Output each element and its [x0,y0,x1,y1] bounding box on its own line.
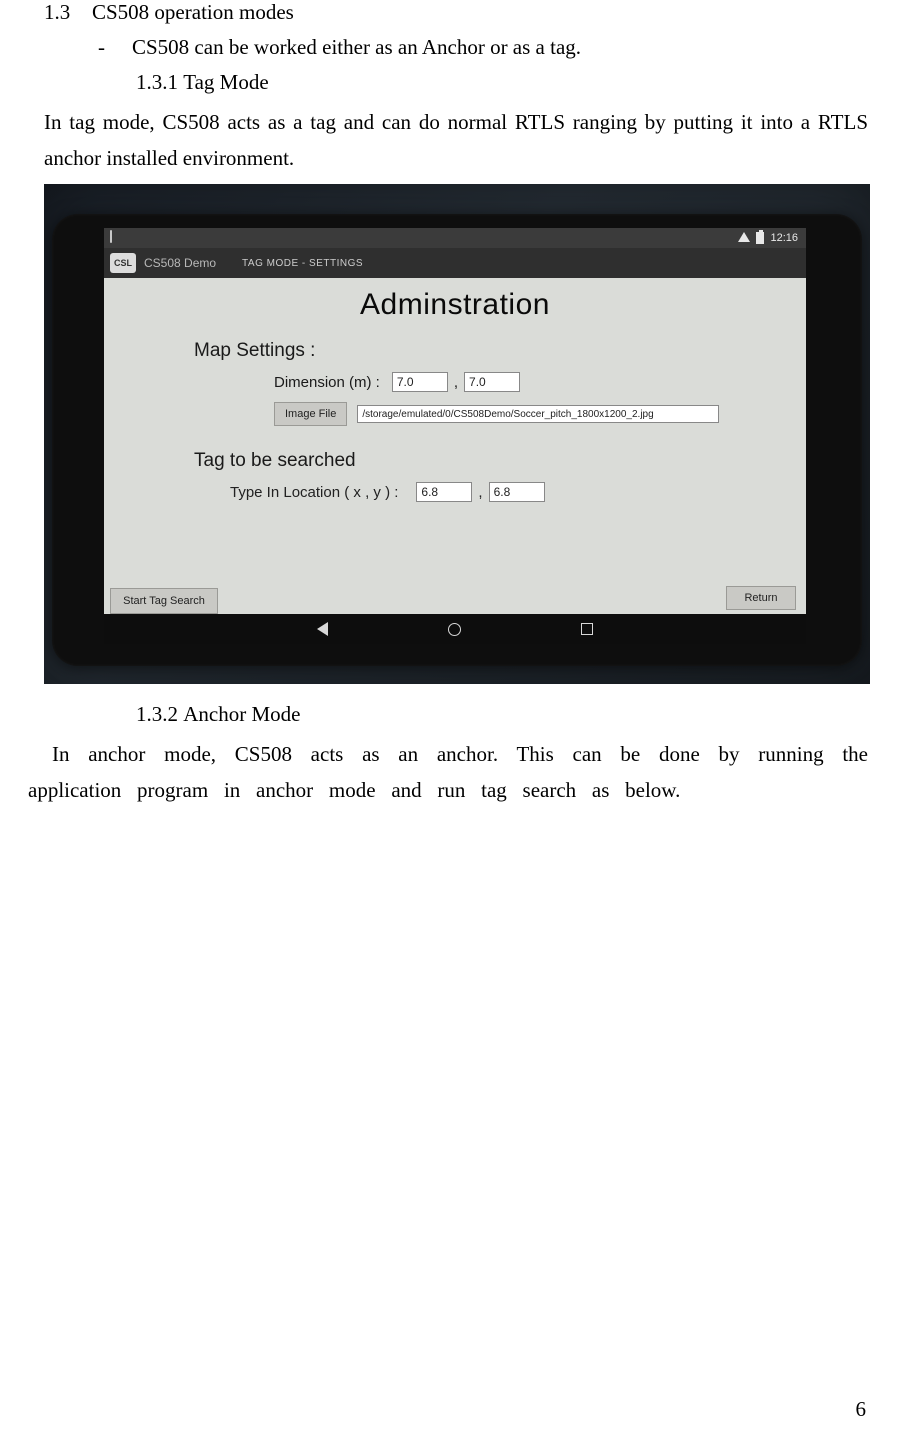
nav-home-icon[interactable] [448,623,461,636]
app-title: CS508 Demo [144,256,216,270]
nav-recent-icon[interactable] [581,623,593,635]
tag-mode-paragraph: In tag mode, CS508 acts as a tag and can… [44,105,868,176]
subsection-2-title: Anchor Mode [183,702,300,726]
android-status-bar: 12:16 [104,228,806,248]
dimension-row: Dimension (m) : 7.0 , 7.0 [104,372,806,392]
status-left-icons [110,231,112,242]
page-number: 6 [856,1397,867,1422]
battery-icon [756,232,764,244]
dimension-comma: , [454,374,458,391]
location-label: Type In Location ( x , y ) : [230,484,398,501]
wifi-icon [738,232,750,242]
tablet-photo: 12:16 CSL CS508 Demo TAG MODE - SETTINGS… [44,184,870,684]
dimension-label: Dimension (m) : [274,374,380,391]
location-x-input[interactable]: 6.8 [416,482,472,502]
location-comma: , [478,484,482,501]
image-file-row: Image File /storage/emulated/0/CS508Demo… [274,402,806,426]
subsection-1-heading: 1.3.1 Tag Mode [136,70,870,95]
subsection-2-heading: 1.3.2 Anchor Mode [136,702,870,727]
app-mode-label: TAG MODE - SETTINGS [242,258,363,269]
android-nav-bar [104,614,806,644]
bullet-dash: - [98,35,132,60]
tablet-screen: 12:16 CSL CS508 Demo TAG MODE - SETTINGS… [104,228,806,644]
subsection-2-number: 1.3.2 [136,702,178,727]
notification-icon [110,230,112,243]
bullet-text: CS508 can be worked either as an Anchor … [132,35,581,59]
subsection-1-number: 1.3.1 [136,70,178,95]
status-time: 12:16 [770,232,798,244]
anchor-mode-paragraph: In anchor mode, CS508 acts as an anchor.… [28,737,868,808]
subsection-1-title: Tag Mode [183,70,268,94]
location-row: Type In Location ( x , y ) : 6.8 , 6.8 [104,482,806,502]
image-file-button[interactable]: Image File [274,402,347,426]
app-content: Adminstration Map Settings : Dimension (… [104,278,806,614]
dimension-y-input[interactable]: 7.0 [464,372,520,392]
image-file-path[interactable]: /storage/emulated/0/CS508Demo/Soccer_pit… [357,405,719,423]
admin-title: Adminstration [104,288,806,322]
tag-search-label: Tag to be searched [194,450,806,472]
section-title: CS508 operation modes [92,0,294,24]
map-settings-label: Map Settings : [194,340,806,362]
section-heading: 1.3CS508 operation modes [44,0,870,25]
app-bar: CSL CS508 Demo TAG MODE - SETTINGS [104,248,806,278]
nav-back-icon[interactable] [317,622,328,636]
dimension-x-input[interactable]: 7.0 [392,372,448,392]
tablet-body: 12:16 CSL CS508 Demo TAG MODE - SETTINGS… [52,214,862,666]
section-number: 1.3 [44,0,92,25]
csl-logo: CSL [110,253,136,273]
location-y-input[interactable]: 6.8 [489,482,545,502]
return-button[interactable]: Return [726,586,796,610]
bullet-line: -CS508 can be worked either as an Anchor… [98,35,870,60]
start-tag-search-button[interactable]: Start Tag Search [110,588,218,614]
